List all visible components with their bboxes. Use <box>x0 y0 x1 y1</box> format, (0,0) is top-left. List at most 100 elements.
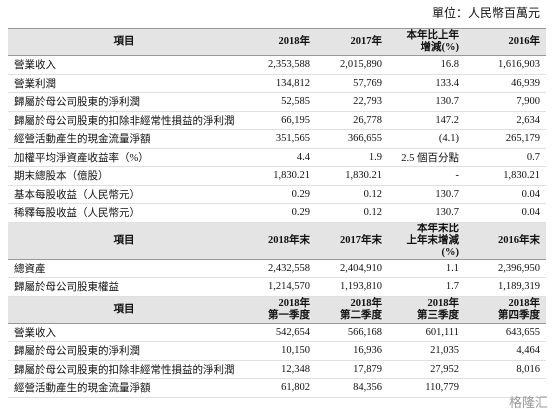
cell: 265,179 <box>465 129 546 149</box>
cell: 2,353,588 <box>240 55 316 75</box>
cell: 12,348 <box>240 360 316 379</box>
financial-table: 項目 2018年 2017年 本年比上年 增減(%) 2016年 營業收入 2,353,58… <box>8 28 546 398</box>
header-row: 項目 2018年末 2017年末 本年末比 上年末增減(%) 2016年末 <box>8 221 546 260</box>
cell: 84,356 <box>316 378 388 398</box>
cell: 2,015,890 <box>316 55 388 75</box>
cell: 0.29 <box>240 203 316 223</box>
cell: 4.4 <box>240 148 316 167</box>
data-row: 期末總股本（億股） 1,830.21 1,830.21-1,830.21 <box>8 166 546 186</box>
data-row: 歸屬於母公司股東的淨利潤 52,585 22,793 130.7 7,900 <box>8 92 546 112</box>
cell: 1,193,810 <box>316 277 388 297</box>
data-row: 歸屬於母公司股東權益 1,214,570 1,193,810 1.7 1,189,319 <box>8 277 546 297</box>
header-cell: 2018年 第二季度 <box>316 295 388 324</box>
cell: 110,779 <box>388 378 465 398</box>
cell: 10,150 <box>240 341 316 361</box>
cell: 366,655 <box>316 129 388 149</box>
data-row: 經營活動產生的現金流量淨額 351,565 366,655 (4.1) 265,179 <box>8 129 546 149</box>
row-label: 稀釋每股收益（人民幣元） <box>8 203 240 223</box>
header-cell: 2017年末 <box>316 221 388 260</box>
cell: 4,464 <box>465 341 546 361</box>
data-row: 歸屬於母公司股東的扣除非經常性損益的淨利潤 12,348 17,879 27,952 8… <box>8 360 546 379</box>
cell: 0.12 <box>316 203 388 223</box>
cell: 133.4 <box>388 74 465 93</box>
cell: 351,565 <box>240 129 316 149</box>
cell: 61,802 <box>240 378 316 398</box>
header-cell: 本年末比 上年末增減(%) <box>388 221 465 260</box>
cell: 0.12 <box>316 185 388 204</box>
cell: 147.2 <box>388 111 465 130</box>
data-row: 營業收入 2,353,588 2,015,890 16.8 1,616,903 <box>8 55 546 75</box>
cell: 16.8 <box>388 55 465 75</box>
data-row: 加權平均淨資產收益率（%） 4.4 1.9 2.5 個百分點 0.7 <box>8 148 546 167</box>
cell: 21,035 <box>388 341 465 361</box>
cell: 1,830.21 <box>240 166 316 186</box>
cell: 17,879 <box>316 360 388 379</box>
cell: 601,111 <box>388 323 465 342</box>
data-row: 基本每股收益（人民幣元） 0.29 0.12 130.7 0.04 <box>8 185 546 204</box>
cell: 2,634 <box>465 111 546 130</box>
header-cell: 2018年末 <box>240 221 316 260</box>
cell: 542,654 <box>240 323 316 342</box>
cell: 16,936 <box>316 341 388 361</box>
header-cell: 項目 <box>8 28 240 56</box>
cell: 22,793 <box>316 92 388 112</box>
data-row: 經營活動產生的現金流量淨額 61,802 84,356 110,779 <box>8 378 546 398</box>
data-row: 歸屬於母公司股東的扣除非經常性損益的淨利潤 66,195 26,778 147.2 2,… <box>8 111 546 130</box>
row-label: 歸屬於母公司股東的淨利潤 <box>8 92 240 112</box>
header-cell: 2016年末 <box>465 221 546 260</box>
cell: 1,189,319 <box>465 277 546 297</box>
row-label: 期末總股本（億股） <box>8 166 240 186</box>
cell: (4.1) <box>388 129 465 149</box>
data-row: 總資產 2,432,558 2,404,910 1.1 2,396,950 <box>8 259 546 278</box>
header-cell: 2018年 第三季度 <box>388 295 465 324</box>
row-label: 經營活動產生的現金流量淨額 <box>8 129 240 149</box>
header-cell: 2016年 <box>465 28 546 56</box>
row-label: 營業利潤 <box>8 74 240 93</box>
header-cell: 項目 <box>8 295 240 324</box>
header-row: 項目 2018年 第一季度 2018年 第二季度 2018年 第三季度 2018年 第四… <box>8 295 546 324</box>
row-label: 歸屬於母公司股東的扣除非經常性損益的淨利潤 <box>8 360 240 379</box>
row-label: 營業收入 <box>8 323 240 342</box>
cell <box>465 378 546 398</box>
watermark: 格隆汇 <box>508 396 548 411</box>
cell: 2.5 個百分點 <box>388 148 465 167</box>
cell: 1.1 <box>388 259 465 278</box>
row-label: 歸屬於母公司股東權益 <box>8 277 240 297</box>
row-label: 歸屬於母公司股東的淨利潤 <box>8 341 240 361</box>
cell: 26,778 <box>316 111 388 130</box>
header-cell: 2018年 <box>240 28 316 56</box>
cell: 1,616,903 <box>465 55 546 75</box>
row-label: 經營活動產生的現金流量淨額 <box>8 378 240 398</box>
cell: 0.04 <box>465 203 546 223</box>
row-label: 歸屬於母公司股東的扣除非經常性損益的淨利潤 <box>8 111 240 130</box>
cell: 8,016 <box>465 360 546 379</box>
row-label: 基本每股收益（人民幣元） <box>8 185 240 204</box>
cell: 1.9 <box>316 148 388 167</box>
cell: 0.29 <box>240 185 316 204</box>
cell: 0.7 <box>465 148 546 167</box>
cell: 130.7 <box>388 185 465 204</box>
cell: 1,830.21 <box>316 166 388 186</box>
cell: 2,396,950 <box>465 259 546 278</box>
cell: 130.7 <box>388 203 465 223</box>
header-cell: 2018年 第四季度 <box>465 295 546 324</box>
cell: 7,900 <box>465 92 546 112</box>
cell: 1,830.21 <box>465 166 546 186</box>
cell: 130.7 <box>388 92 465 112</box>
header-cell: 項目 <box>8 221 240 260</box>
cell: 27,952 <box>388 360 465 379</box>
row-label: 加權平均淨資產收益率（%） <box>8 148 240 167</box>
table-body: 項目 2018年 2017年 本年比上年 增減(%) 2016年 營業收入 2,353,58… <box>8 28 546 398</box>
header-cell: 本年比上年 增減(%) <box>388 28 465 56</box>
cell: 66,195 <box>240 111 316 130</box>
cell: 1.7 <box>388 277 465 297</box>
header-row: 項目 2018年 2017年 本年比上年 增減(%) 2016年 <box>8 28 546 56</box>
cell: - <box>388 166 465 186</box>
cell: 2,404,910 <box>316 259 388 278</box>
data-row: 營業利潤 134,812 57,769 133.4 46,939 <box>8 74 546 93</box>
cell: 52,585 <box>240 92 316 112</box>
cell: 643,655 <box>465 323 546 342</box>
cell: 2,432,558 <box>240 259 316 278</box>
cell: 566,168 <box>316 323 388 342</box>
